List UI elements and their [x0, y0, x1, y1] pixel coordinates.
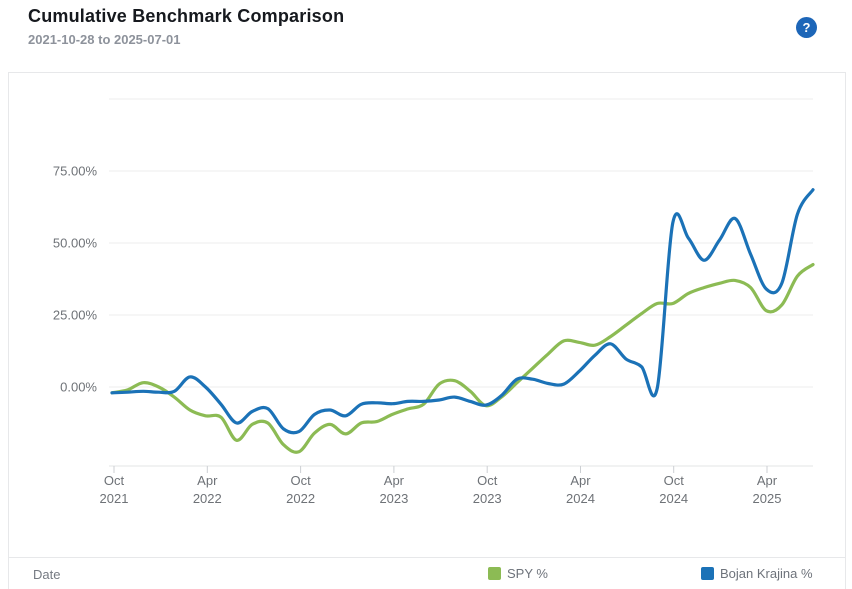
- x-axis-label-month: Apr: [757, 473, 778, 488]
- x-axis-label-month: Oct: [477, 473, 498, 488]
- benchmark-line-chart: 0.00% 25.00% 50.00% 75.00% Oct 2021 Apr 2022 Oct…: [53, 98, 815, 506]
- date-range-subtitle: 2021-10-28 to 2025-07-01: [28, 32, 181, 47]
- x-axis-label-month: Apr: [197, 473, 218, 488]
- x-axis-label-year: 2022: [193, 491, 222, 506]
- spy-legend-swatch: [488, 567, 501, 580]
- x-axis-title: Date: [33, 567, 61, 582]
- chart-footer: Date SPY % Bojan Krajina %: [9, 557, 845, 589]
- y-axis-label: 75.00%: [53, 164, 98, 179]
- question-mark-icon: ?: [802, 20, 811, 35]
- x-axis-label-year: 2023: [473, 491, 502, 506]
- benchmark-series-line[interactable]: [110, 188, 815, 435]
- x-axis-label-year: 2022: [286, 491, 315, 506]
- x-axis-label-year: 2024: [659, 491, 688, 506]
- chart-plot-area[interactable]: 0.00% 25.00% 50.00% 75.00% Oct 2021 Apr 2022 Oct…: [9, 73, 845, 557]
- legend-item-bojan[interactable]: Bojan Krajina %: [701, 566, 813, 581]
- x-axis-label-year: 2024: [566, 491, 595, 506]
- spy-legend-label: SPY %: [507, 566, 548, 581]
- x-axis-label-month: Oct: [104, 473, 125, 488]
- header: Cumulative Benchmark Comparison 2021-10-…: [0, 0, 852, 72]
- x-axis-label-month: Apr: [570, 473, 591, 488]
- y-axis-label: 50.00%: [53, 236, 98, 251]
- y-axis-label: 0.00%: [60, 380, 97, 395]
- bojan-legend-label: Bojan Krajina %: [720, 566, 813, 581]
- x-axis-label-month: Oct: [290, 473, 311, 488]
- help-button[interactable]: ?: [796, 17, 817, 38]
- x-axis-label-month: Oct: [664, 473, 685, 488]
- spy-series-line[interactable]: [110, 263, 815, 454]
- chart-card: 0.00% 25.00% 50.00% 75.00% Oct 2021 Apr 2022 Oct…: [8, 72, 846, 589]
- page-title: Cumulative Benchmark Comparison: [28, 6, 345, 26]
- y-axis-label: 25.00%: [53, 308, 98, 323]
- legend-item-spy[interactable]: SPY %: [488, 566, 548, 581]
- bojan-legend-swatch: [701, 567, 714, 580]
- x-axis-label-month: Apr: [384, 473, 405, 488]
- x-axis-label-year: 2021: [100, 491, 129, 506]
- x-axis-label-year: 2023: [379, 491, 408, 506]
- x-axis-label-year: 2025: [753, 491, 782, 506]
